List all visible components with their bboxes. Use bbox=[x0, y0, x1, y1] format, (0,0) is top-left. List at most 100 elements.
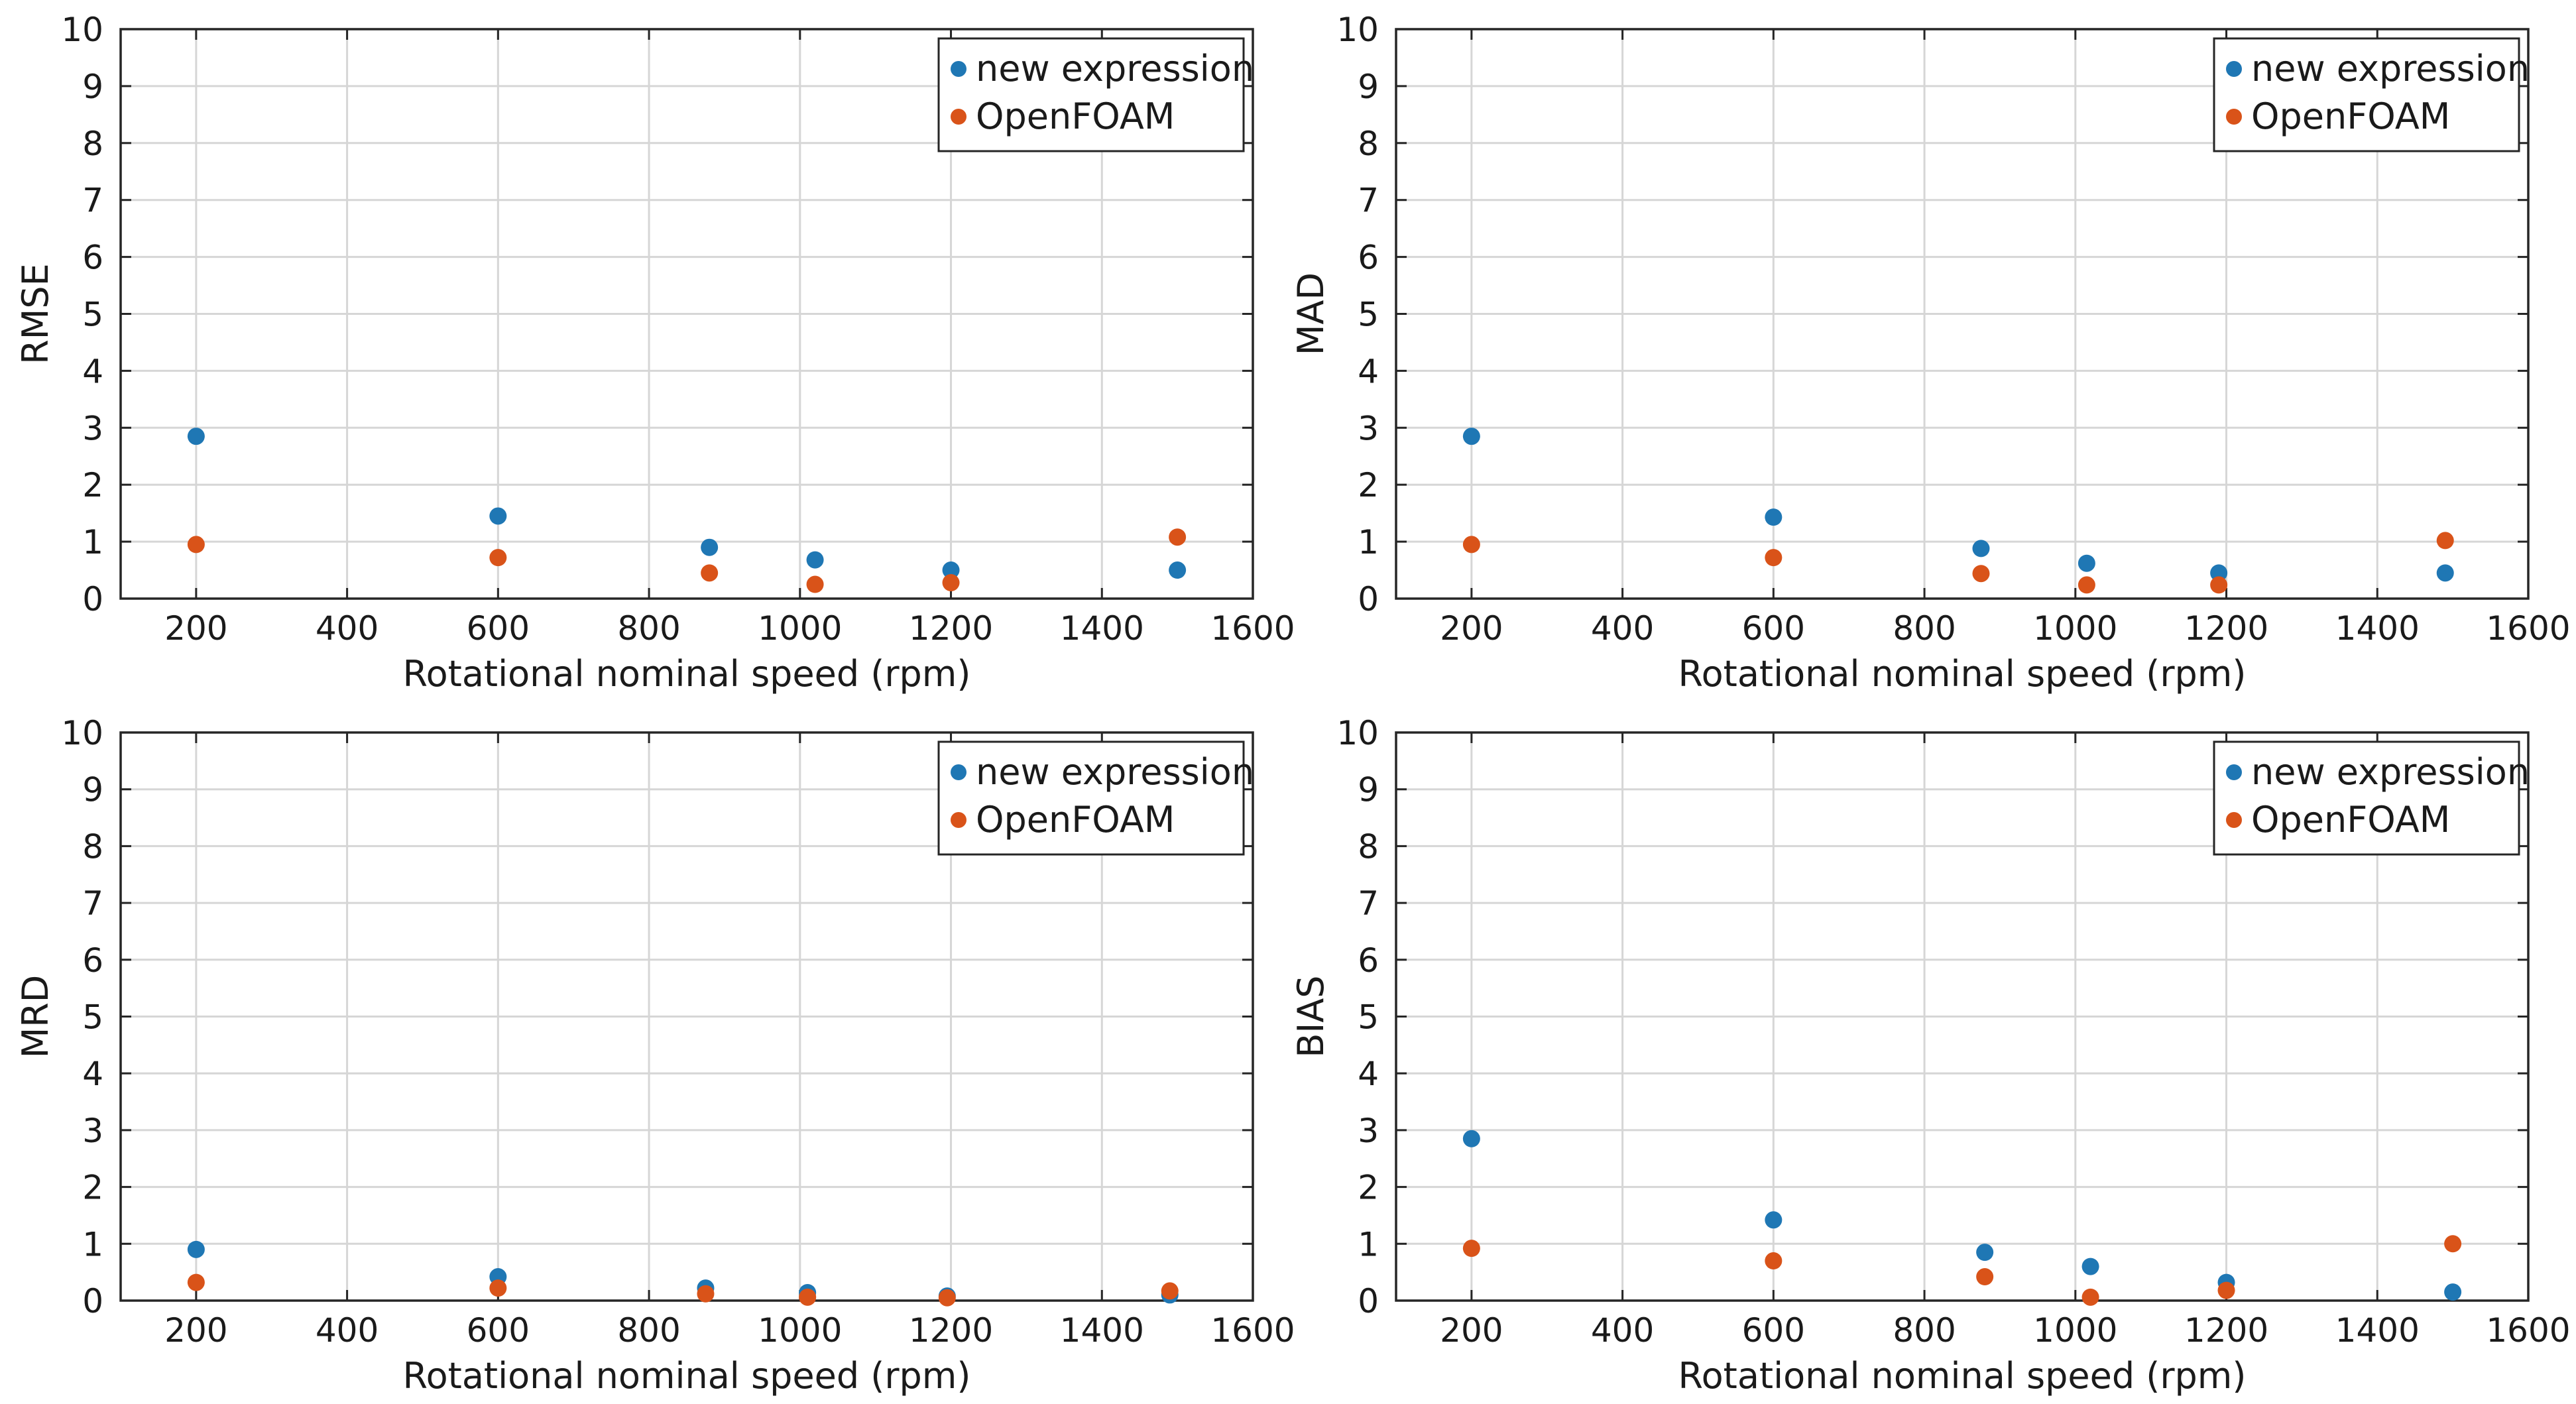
x-tick-label: 1400 bbox=[1060, 609, 1144, 648]
x-tick-label: 200 bbox=[164, 609, 227, 648]
data-point bbox=[806, 575, 824, 593]
x-tick-label: 1200 bbox=[909, 1311, 993, 1350]
data-point bbox=[1972, 565, 1990, 583]
y-axis-title: RMSE bbox=[15, 263, 56, 365]
series-openfoam bbox=[187, 528, 1187, 593]
legend-label: OpenFOAM bbox=[976, 95, 1175, 137]
legend: new expression OpenFOAM bbox=[937, 37, 1254, 152]
series-new-expression bbox=[1462, 1130, 2462, 1301]
data-point bbox=[2217, 1281, 2235, 1299]
series-openfoam bbox=[187, 1273, 1179, 1307]
x-tick-label: 800 bbox=[1893, 1311, 1956, 1350]
data-point bbox=[2078, 554, 2095, 572]
y-axis-title: BIAS bbox=[1290, 975, 1332, 1057]
y-tick-label: 9 bbox=[82, 771, 103, 809]
legend-marker bbox=[951, 764, 966, 780]
y-tick-label: 7 bbox=[1358, 884, 1379, 923]
data-point bbox=[2436, 564, 2454, 582]
x-tick-label: 400 bbox=[1591, 1311, 1654, 1350]
y-tick-label: 1 bbox=[1358, 1225, 1379, 1263]
y-tick-label: 6 bbox=[82, 239, 103, 277]
data-point bbox=[2081, 1258, 2099, 1275]
y-tick-label: 10 bbox=[1336, 11, 1379, 49]
x-tick-label: 400 bbox=[316, 609, 379, 648]
legend-box bbox=[937, 37, 1245, 152]
x-tick-label: 1400 bbox=[1060, 1311, 1144, 1350]
data-point bbox=[1765, 1252, 1783, 1270]
data-point bbox=[489, 549, 507, 567]
legend: new expression OpenFOAM bbox=[2213, 37, 2530, 152]
y-tick-label: 3 bbox=[82, 1112, 103, 1150]
x-axis-title: Rotational nominal speed (rpm) bbox=[403, 1355, 971, 1397]
y-tick-label: 10 bbox=[1336, 714, 1379, 752]
y-tick-label: 6 bbox=[82, 941, 103, 980]
y-tick-label: 9 bbox=[1358, 68, 1379, 106]
y-tick-label: 9 bbox=[82, 68, 103, 106]
chart-panel-rmse: 200 400 600 800 1000 1200 1400 1600 0 1 2 3 4 5 6 7 8 9 10… bbox=[15, 11, 1295, 695]
y-tick-label: 1 bbox=[1358, 523, 1379, 561]
data-point bbox=[1462, 1240, 1480, 1258]
series-openfoam bbox=[1462, 1235, 2462, 1306]
x-tick-label: 1000 bbox=[2033, 1311, 2117, 1350]
x-tick-label: 1400 bbox=[2335, 1311, 2420, 1350]
x-tick-label: 1600 bbox=[2486, 1311, 2570, 1350]
legend-marker bbox=[2226, 109, 2242, 125]
data-point bbox=[1765, 549, 1783, 567]
y-tick-label: 9 bbox=[1358, 771, 1379, 809]
chart-panel-mad: 200 400 600 800 1000 1200 1400 1600 0 1 2 3 4 5 6 7 8 9 10… bbox=[1290, 11, 2571, 695]
y-tick-label: 1 bbox=[82, 523, 103, 561]
y-tick-label: 8 bbox=[1358, 827, 1379, 866]
legend: new expression OpenFOAM bbox=[937, 740, 1254, 856]
y-tick-label: 1 bbox=[82, 1225, 103, 1263]
y-tick-label: 2 bbox=[82, 466, 103, 504]
legend-box bbox=[2213, 37, 2520, 152]
y-tick-label: 7 bbox=[1358, 182, 1379, 220]
data-point bbox=[1765, 508, 1783, 526]
x-tick-label: 1200 bbox=[2184, 1311, 2268, 1350]
x-tick-label: 800 bbox=[1893, 609, 1956, 648]
x-tick-label: 600 bbox=[467, 609, 530, 648]
data-point bbox=[701, 538, 719, 556]
x-axis-title: Rotational nominal speed (rpm) bbox=[1678, 653, 2247, 695]
x-tick-label: 600 bbox=[1742, 1311, 1805, 1350]
legend-label: OpenFOAM bbox=[2251, 95, 2450, 137]
y-tick-label: 3 bbox=[82, 409, 103, 447]
y-tick-label: 3 bbox=[1358, 409, 1379, 447]
data-point bbox=[489, 1279, 507, 1297]
y-tick-label: 4 bbox=[1358, 352, 1379, 390]
x-tick-label: 400 bbox=[316, 1311, 379, 1350]
x-tick-label: 200 bbox=[164, 1311, 227, 1350]
legend-label: OpenFOAM bbox=[976, 799, 1175, 841]
y-tick-label: 6 bbox=[1358, 941, 1379, 980]
x-axis-title: Rotational nominal speed (rpm) bbox=[1678, 1355, 2247, 1397]
x-tick-label: 1200 bbox=[2184, 609, 2268, 648]
data-point bbox=[1462, 536, 1480, 554]
data-point bbox=[697, 1285, 715, 1303]
series-new-expression bbox=[187, 1240, 1179, 1305]
x-tick-label: 800 bbox=[617, 1311, 680, 1350]
legend-label: OpenFOAM bbox=[2251, 799, 2450, 841]
x-tick-label: 400 bbox=[1591, 609, 1654, 648]
x-tick-label: 1200 bbox=[909, 609, 993, 648]
data-point bbox=[1462, 428, 1480, 445]
series-openfoam bbox=[1462, 532, 2454, 594]
data-point bbox=[1976, 1244, 1994, 1261]
data-point bbox=[187, 1273, 205, 1291]
x-tick-label: 600 bbox=[467, 1311, 530, 1350]
x-tick-label: 1000 bbox=[758, 1311, 842, 1350]
x-tick-label: 1400 bbox=[2335, 609, 2420, 648]
y-tick-label: 6 bbox=[1358, 239, 1379, 277]
y-tick-label: 4 bbox=[82, 352, 103, 390]
data-point bbox=[2444, 1235, 2462, 1253]
y-tick-label: 10 bbox=[61, 714, 103, 752]
data-point bbox=[1169, 561, 1187, 579]
y-tick-label: 7 bbox=[82, 182, 103, 220]
data-point bbox=[187, 536, 205, 554]
x-tick-label: 1600 bbox=[1210, 1311, 1295, 1350]
y-tick-label: 5 bbox=[82, 296, 103, 334]
data-point bbox=[2444, 1283, 2462, 1301]
data-point bbox=[187, 428, 205, 445]
y-tick-label: 4 bbox=[1358, 1055, 1379, 1093]
